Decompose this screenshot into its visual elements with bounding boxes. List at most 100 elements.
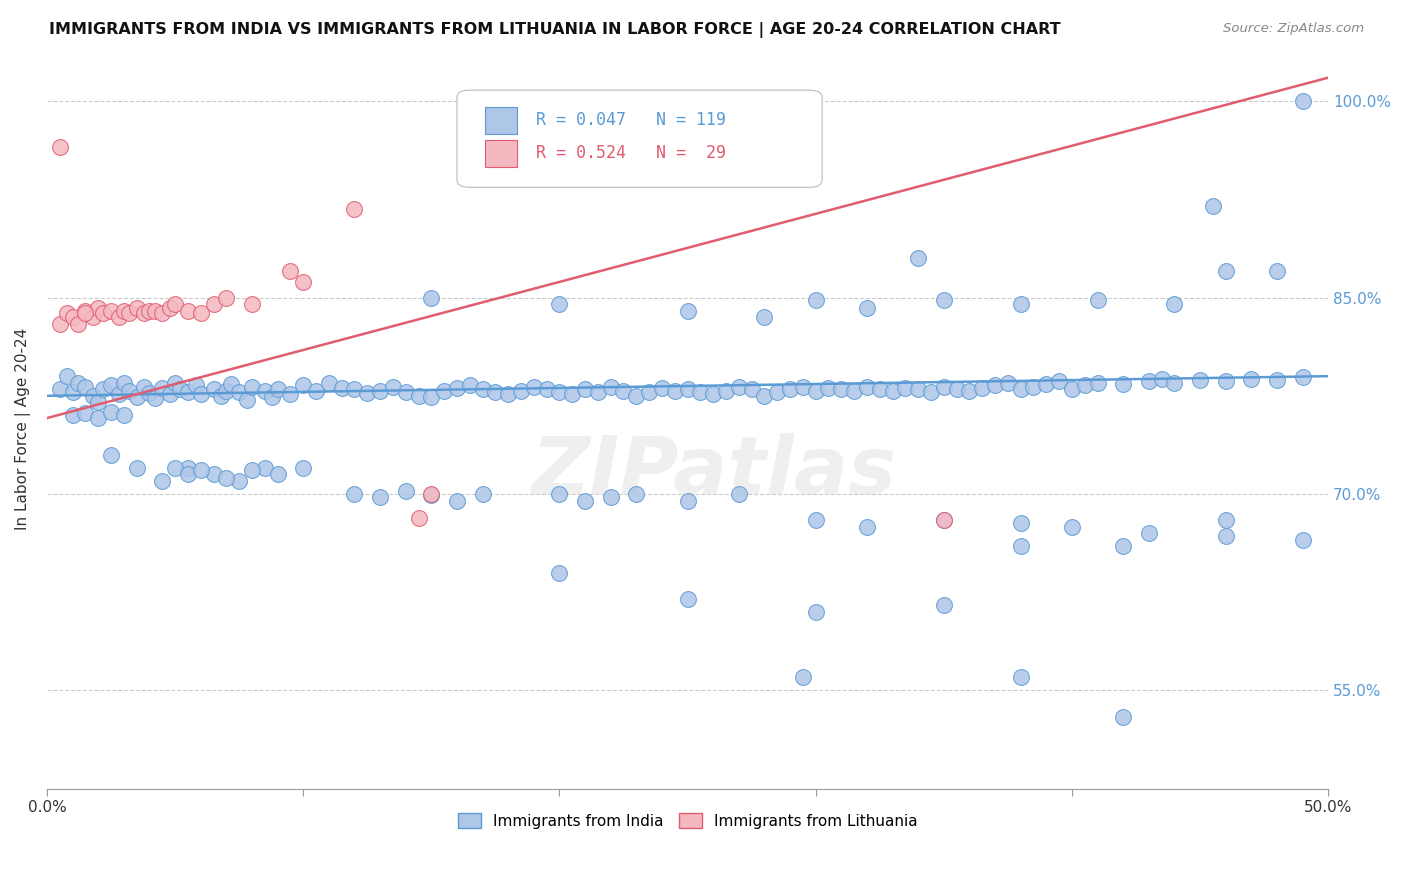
Point [792, 379, 814, 393]
Point [118, 384, 141, 398]
Point [1265, 373, 1288, 387]
Point [159, 387, 181, 401]
Point [1010, 297, 1032, 311]
Point [1047, 375, 1070, 389]
Point [266, 382, 288, 396]
Point [1112, 709, 1135, 723]
Text: Source: ZipAtlas.com: Source: ZipAtlas.com [1223, 22, 1364, 36]
Point [49, 317, 72, 331]
Point [676, 303, 699, 318]
Point [215, 471, 238, 485]
Point [1189, 373, 1212, 387]
Point [1240, 372, 1263, 386]
Point [75, 303, 97, 318]
Point [586, 384, 609, 399]
Point [236, 392, 259, 407]
Point [356, 386, 378, 401]
Point [676, 493, 699, 508]
Point [1265, 264, 1288, 278]
Point [1137, 375, 1160, 389]
Point [112, 376, 135, 390]
Point [741, 382, 763, 396]
Point [1010, 382, 1032, 396]
Point [907, 382, 929, 396]
Point [676, 382, 699, 396]
Point [626, 389, 648, 403]
Point [343, 202, 366, 216]
Point [408, 510, 430, 524]
Point [907, 252, 929, 266]
Text: R = 0.524   N =  29: R = 0.524 N = 29 [536, 145, 727, 162]
Point [66, 317, 89, 331]
Point [368, 490, 391, 504]
Point [894, 381, 917, 395]
Point [1215, 375, 1237, 389]
Point [177, 384, 200, 399]
Point [292, 275, 315, 289]
Point [1163, 297, 1185, 311]
Point [202, 467, 225, 482]
Point [471, 487, 494, 501]
Point [240, 297, 263, 311]
Point [87, 301, 110, 315]
Point [804, 384, 827, 398]
Point [1163, 376, 1185, 390]
Text: ZIPatlas: ZIPatlas [530, 433, 896, 511]
Point [62, 409, 84, 423]
Point [177, 303, 200, 318]
Point [134, 379, 156, 393]
Point [548, 384, 571, 399]
Point [75, 379, 97, 393]
Point [87, 395, 110, 409]
Point [1112, 539, 1135, 553]
Point [143, 303, 166, 318]
Point [56, 369, 79, 384]
Point [536, 382, 558, 396]
Point [1291, 95, 1313, 109]
Point [150, 474, 173, 488]
FancyBboxPatch shape [457, 90, 823, 187]
Point [638, 384, 661, 399]
Point [548, 487, 571, 501]
Point [420, 488, 443, 502]
Point [66, 376, 89, 390]
Text: IMMIGRANTS FROM INDIA VS IMMIGRANTS FROM LITHUANIA IN LABOR FORCE | AGE 20-24 CO: IMMIGRANTS FROM INDIA VS IMMIGRANTS FROM… [49, 22, 1062, 38]
Point [804, 513, 827, 527]
Point [381, 379, 404, 393]
Point [56, 306, 79, 320]
Point [420, 291, 443, 305]
Point [280, 387, 302, 401]
Point [484, 384, 506, 399]
Point [766, 384, 789, 399]
Point [209, 389, 232, 403]
Point [125, 390, 148, 404]
Point [932, 513, 955, 527]
Point [280, 264, 302, 278]
Point [446, 493, 468, 508]
Point [920, 384, 942, 399]
Point [932, 293, 955, 308]
Point [754, 389, 776, 403]
Point [62, 384, 84, 399]
Point [1060, 519, 1083, 533]
Point [548, 297, 571, 311]
Point [779, 382, 801, 396]
Point [932, 513, 955, 527]
Point [75, 406, 97, 420]
Point [240, 379, 263, 393]
Point [202, 297, 225, 311]
Point [165, 297, 187, 311]
Point [330, 381, 353, 395]
Point [882, 384, 904, 398]
Point [150, 306, 173, 320]
Point [420, 487, 443, 501]
Point [134, 306, 156, 320]
Point [1022, 379, 1045, 393]
Point [817, 381, 839, 395]
Point [177, 460, 200, 475]
Point [143, 392, 166, 406]
Point [150, 381, 173, 395]
Point [202, 382, 225, 396]
Point [523, 379, 546, 393]
Legend: Immigrants from India, Immigrants from Lithuania: Immigrants from India, Immigrants from L… [451, 806, 924, 835]
